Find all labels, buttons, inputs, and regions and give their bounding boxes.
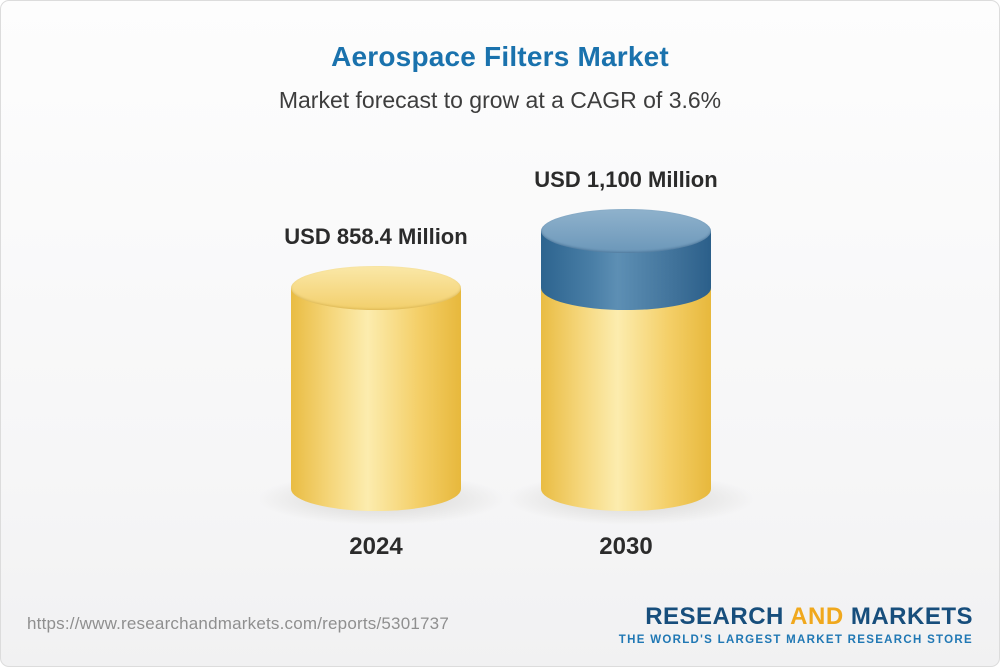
cylinder-top-blue xyxy=(541,209,711,253)
logo-tagline: THE WORLD'S LARGEST MARKET RESEARCH STOR… xyxy=(618,633,973,646)
axis-label-2030: 2030 xyxy=(599,533,653,560)
logo-word-markets: MARKETS xyxy=(843,602,973,630)
footer: https://www.researchandmarkets.com/repor… xyxy=(1,596,999,666)
report-url: https://www.researchandmarkets.com/repor… xyxy=(27,614,449,633)
bar-cylinder-2030 xyxy=(541,209,711,511)
bar-value-label-2024: USD 858.4 Million xyxy=(284,223,468,249)
bar-value-label-2030: USD 1,100 Million xyxy=(534,167,718,192)
bar-cylinder-2024 xyxy=(291,265,461,511)
logo-word-research: RESEARCH xyxy=(645,602,784,630)
chart-title: Aerospace Filters Market xyxy=(331,41,669,72)
bar-group-2030: USD 1,100 Million 2030 xyxy=(506,1,756,601)
logo-wordmark: RESEARCH AND MARKETS xyxy=(619,603,973,631)
logo-word-and: AND xyxy=(790,602,844,630)
cylinder-body-yellow xyxy=(291,287,461,511)
axis-label-2024: 2024 xyxy=(349,533,403,560)
chart-subtitle: Market forecast to grow at a CAGR of 3.6… xyxy=(278,87,722,113)
bar-group-2024: USD 858.4 Million 2024 xyxy=(256,1,506,601)
research-and-markets-logo: RESEARCH AND MARKETS THE WORLD'S LARGEST… xyxy=(619,603,973,646)
cylinder-top-yellow xyxy=(291,265,461,310)
